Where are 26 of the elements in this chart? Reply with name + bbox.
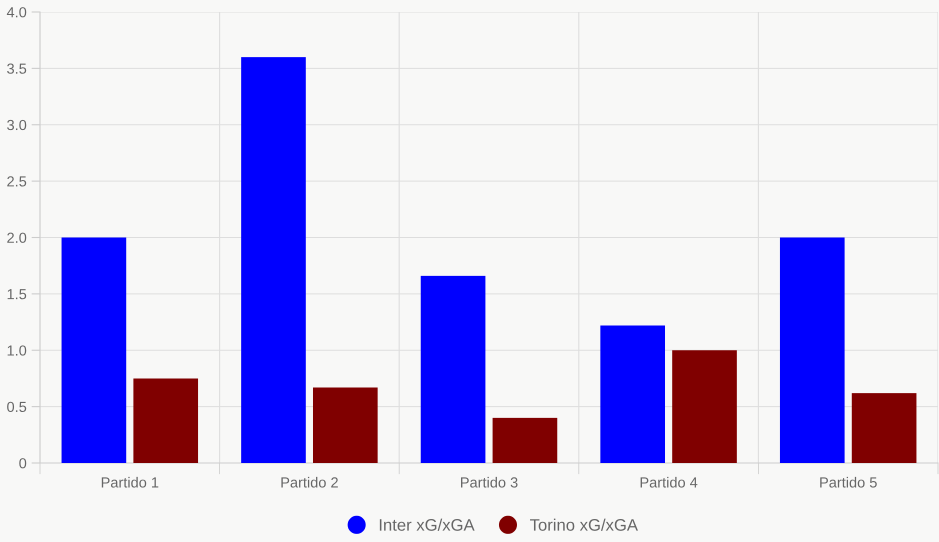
bar	[133, 378, 198, 463]
y-tick-label: 2.0	[7, 232, 26, 243]
x-tick-label: Partido 5	[820, 476, 877, 488]
legend-label: Inter xG/xGA	[380, 518, 475, 531]
y-tick-label: 4.0	[6, 7, 26, 18]
bar	[852, 393, 916, 463]
y-tick-label: 3.5	[7, 63, 26, 74]
y-tick-label: 1.0	[8, 345, 26, 356]
x-tick-label: Partido 1	[102, 476, 158, 488]
legend-label: Torino xG/xGA	[530, 518, 638, 531]
x-tick-label: Partido 3	[461, 476, 518, 488]
bar	[420, 276, 486, 463]
y-tick-label: 3.0	[7, 120, 26, 130]
bar	[62, 238, 126, 463]
bar	[672, 350, 737, 463]
y-tick-label: 0.5	[7, 402, 26, 412]
bar	[600, 325, 666, 463]
bar	[780, 238, 845, 463]
bar	[312, 387, 378, 463]
x-tick-label: Partido 4	[640, 476, 698, 488]
x-tick-label: Partido 2	[281, 476, 338, 488]
y-tick-label: 0	[19, 458, 26, 468]
y-tick-label: 2.5	[7, 176, 26, 187]
y-tick-label: 1.5	[8, 289, 26, 300]
bar	[492, 418, 558, 463]
bar	[241, 57, 306, 463]
